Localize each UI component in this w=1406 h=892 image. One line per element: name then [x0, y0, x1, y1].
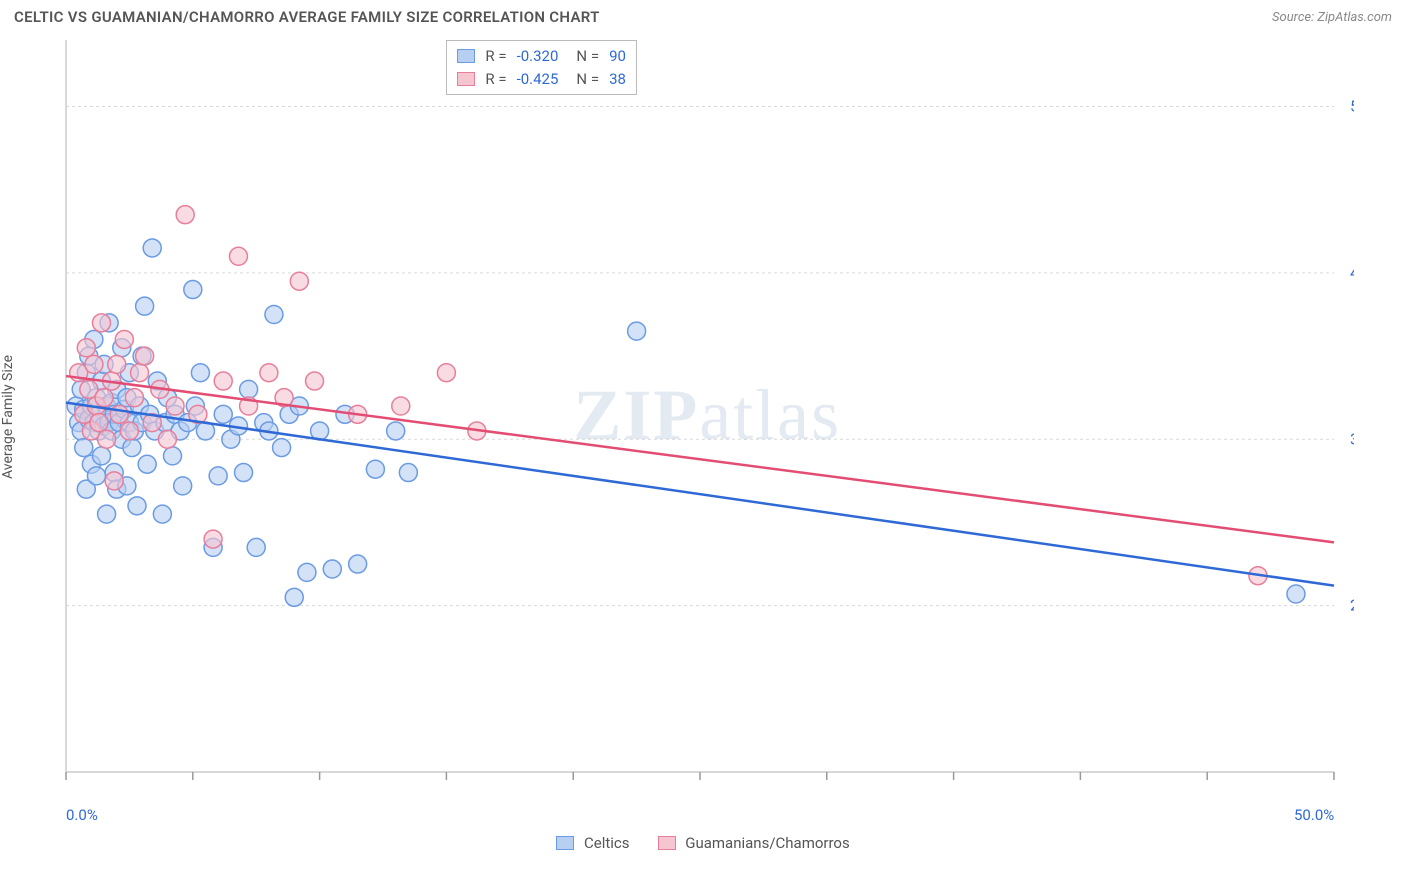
svg-text:4.00: 4.00 — [1350, 263, 1354, 282]
legend-swatch-b — [658, 836, 676, 850]
series-legend: Celtics Guamanians/Chamorros — [0, 834, 1406, 852]
chart-area: Average Family Size 2.003.004.005.00 ZIP… — [14, 32, 1392, 802]
source-text: Source: ZipAtlas.com — [1272, 10, 1392, 25]
y-axis-label: Average Family Size — [0, 355, 16, 479]
legend-item-a: Celtics — [556, 834, 629, 852]
chart-title: CELTIC VS GUAMANIAN/CHAMORRO AVERAGE FAM… — [14, 8, 600, 26]
correlation-legend: R = -0.320 N = 90 R = -0.425 N = 38 — [446, 40, 637, 95]
scatter-chart: 2.00 3.00 4.00 5.00 — [14, 32, 1354, 802]
svg-text:5.00: 5.00 — [1350, 97, 1354, 116]
x-axis-labels: 0.0%50.0% — [14, 806, 1392, 828]
svg-text:2.00: 2.00 — [1350, 596, 1354, 615]
legend-label-b: Guamanians/Chamorros — [685, 834, 849, 852]
svg-text:3.00: 3.00 — [1350, 429, 1354, 448]
legend-item-b: Guamanians/Chamorros — [658, 834, 850, 852]
legend-swatch-a — [556, 836, 574, 850]
legend-label-a: Celtics — [584, 834, 630, 852]
